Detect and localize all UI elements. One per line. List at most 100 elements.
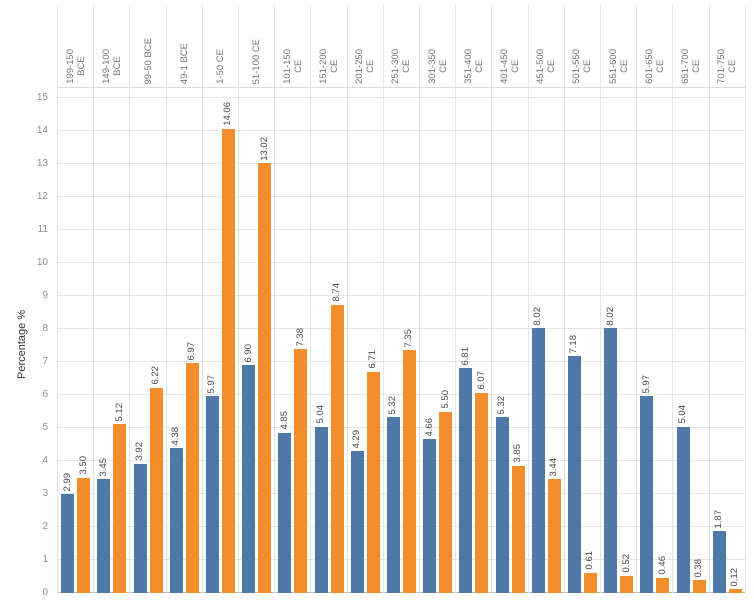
bar-value-label: 8.74 (331, 283, 343, 302)
y-tick-label: 12 (36, 191, 48, 202)
y-tick-label: 9 (42, 290, 48, 301)
bar-value-label: 5.97 (206, 374, 218, 394)
y-tick-label: 1 (42, 554, 48, 565)
category-label: 201-250 CE (354, 49, 377, 84)
category-label: 101-150 CE (281, 49, 304, 84)
header-cell: 401-450 CE (491, 5, 527, 87)
bar-blue: 2.99 (61, 473, 75, 593)
bar-blue: 7.18 (567, 335, 581, 593)
y-tick-label: 15 (36, 92, 48, 103)
bar-blue: 8.02 (604, 307, 618, 593)
bar-value-label: 6.90 (242, 343, 254, 363)
y-tick-label: 0 (42, 587, 48, 598)
gridline (57, 196, 746, 197)
bar-value-label: 8.02 (604, 306, 616, 326)
category-label: 1-50 CE (214, 49, 226, 84)
gridline (57, 460, 746, 461)
gridline (57, 97, 746, 98)
header-row: 199-150 BCE 149-100 BCE 99-50 BCE 49-1 BCE 1… (57, 5, 746, 88)
bar-value-label: 5.32 (496, 395, 508, 415)
y-tick-label: 8 (42, 323, 48, 334)
y-tick-label: 10 (36, 257, 48, 268)
bar-value-label: 13.02 (258, 136, 270, 161)
bar-blue: 1.87 (712, 510, 726, 593)
gridline (57, 493, 746, 494)
bar-orange: 6.71 (366, 350, 380, 593)
bar-blue: 6.90 (242, 344, 256, 593)
header-cell: 199-150 BCE (57, 5, 93, 87)
gridline (57, 229, 746, 230)
y-tick-label: 5 (42, 422, 48, 433)
y-tick-label: 13 (36, 158, 48, 169)
bar-value-label: 0.12 (729, 567, 741, 587)
bar-orange: 3.50 (77, 456, 91, 593)
category-label: 51-100 CE (251, 38, 263, 84)
y-tick-label: 2 (42, 521, 48, 532)
bar-orange: 0.61 (583, 551, 597, 593)
category-column: 4.66 5.50 (419, 88, 455, 593)
header-cell: 501-550 CE (563, 5, 600, 87)
bar-value-label: 0.46 (656, 556, 668, 575)
category-column: 3.45 5.12 (93, 88, 129, 593)
bar-value-label: 3.50 (77, 456, 89, 475)
y-tick-label: 11 (37, 224, 48, 235)
bar-value-label: 7.38 (294, 327, 306, 347)
category-column: 4.85 7.38 (274, 88, 310, 593)
bar-value-label: 5.32 (387, 395, 399, 415)
bar-value-label: 3.45 (97, 457, 109, 477)
gridline (57, 163, 746, 164)
category-label: 199-150 BCE (64, 49, 87, 84)
bar-orange: 14.06 (221, 102, 235, 593)
bar-value-label: 6.07 (475, 371, 487, 390)
category-column: 4.29 6.71 (346, 88, 383, 593)
header-cell: 51-100 CE (238, 5, 274, 87)
gridline (57, 394, 746, 395)
bar-blue: 3.92 (133, 442, 147, 593)
header-cell: 149-100 BCE (93, 5, 129, 87)
category-column: 5.04 0.38 (672, 88, 708, 593)
bar-orange: 3.44 (547, 458, 561, 593)
bar-value-label: 5.97 (640, 374, 652, 394)
header-cell: 201-250 CE (346, 5, 383, 87)
bar-orange: 5.12 (113, 403, 127, 593)
bar-value-label: 2.99 (61, 472, 73, 492)
category-column: 8.02 0.52 (600, 88, 636, 593)
bar-value-label: 5.04 (315, 405, 327, 424)
gridline (57, 592, 746, 593)
columns: 2.99 3.50 3.45 5.12 3.92 6.22 4.38 6.97 5.97 14.0… (57, 88, 746, 593)
category-label: 149-100 BCE (100, 49, 123, 84)
category-column: 5.32 3.85 (491, 88, 527, 593)
header-cell: 49-1 BCE (165, 5, 202, 87)
header-cell: 601-650 CE (636, 5, 672, 87)
gridlines (57, 88, 746, 593)
header-cell: 151-200 CE (310, 5, 346, 87)
gridline (57, 262, 746, 263)
gridline (57, 526, 746, 527)
category-label: 301-350 CE (426, 49, 449, 84)
gridline (57, 559, 746, 560)
category-label: 451-500 CE (535, 49, 558, 84)
bar-blue: 5.97 (205, 375, 219, 593)
bar-blue: 4.38 (169, 427, 183, 593)
header-cell: 451-500 CE (527, 5, 564, 87)
category-label: 601-650 CE (643, 49, 666, 84)
bar-value-label: 6.71 (367, 350, 379, 369)
category-label: 501-550 CE (571, 49, 594, 84)
bar-value-label: 14.06 (222, 102, 234, 127)
category-label: 651-700 CE (680, 49, 703, 84)
header-cell: 351-400 CE (455, 5, 491, 87)
category-label: 351-400 CE (462, 49, 485, 84)
header-cell: 1-50 CE (201, 5, 238, 87)
category-label: 701-750 CE (716, 49, 739, 84)
bar-blue: 3.45 (97, 458, 111, 593)
gridline (57, 427, 746, 428)
y-tick-label: 4 (42, 455, 48, 466)
bar-orange: 13.02 (258, 137, 272, 593)
bar-orange: 0.46 (656, 556, 670, 593)
header-cell: 251-300 CE (382, 5, 419, 87)
header-cell: 99-50 BCE (129, 5, 165, 87)
category-column: 1.87 0.12 (708, 88, 746, 593)
bar-value-label: 3.44 (548, 457, 560, 477)
bar-orange: 6.22 (149, 366, 163, 593)
bar-value-label: 8.02 (532, 306, 544, 326)
